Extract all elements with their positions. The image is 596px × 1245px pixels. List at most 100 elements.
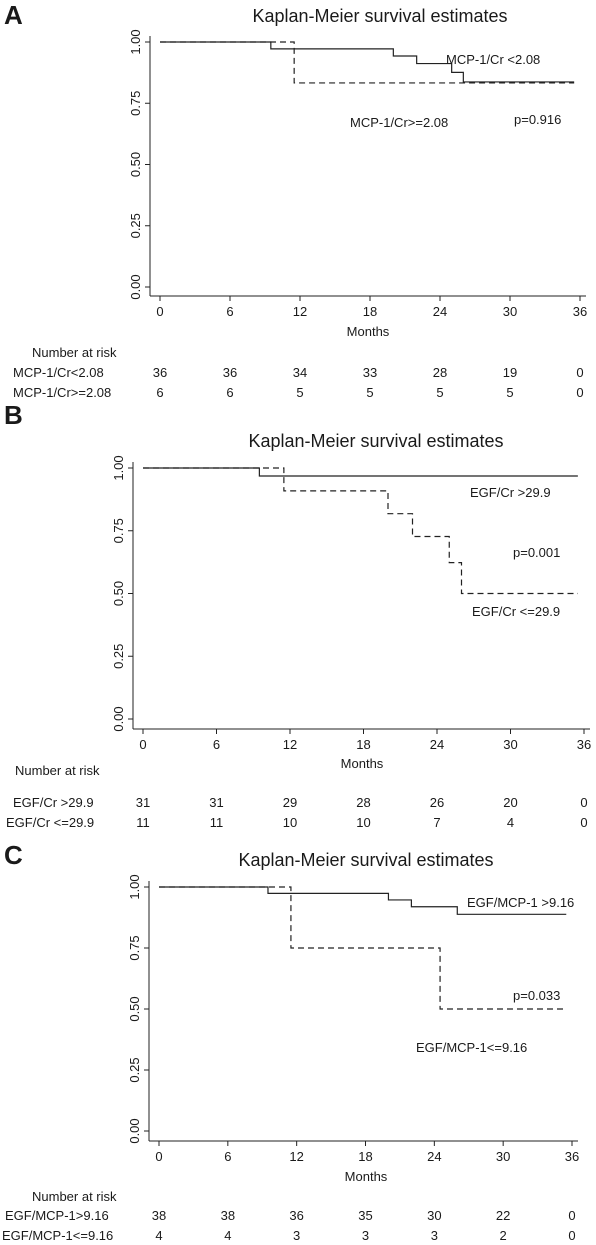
x-tick-label: 18 <box>363 304 377 319</box>
risk-value: 2 <box>500 1228 507 1243</box>
x-tick-label: 30 <box>503 737 517 752</box>
panel-c-curves <box>159 886 567 1010</box>
x-tick-label: 0 <box>156 304 163 319</box>
risk-value: 11 <box>136 815 150 830</box>
x-tick-label: 36 <box>573 304 587 319</box>
panel-c-pvalue: p=0.033 <box>513 988 560 1003</box>
panel-a-axes: 0 6 12 18 24 30 36 0.00 0.25 0.50 0.75 1.00 <box>128 29 587 319</box>
panel-b-risk-row-2-label: EGF/Cr <=29.9 <box>6 815 94 830</box>
panel-a-risk-values: 36 36 34 33 28 19 0 6 6 5 5 5 5 0 <box>153 365 584 400</box>
panel-a-pvalue: p=0.916 <box>514 112 561 127</box>
risk-value: 34 <box>293 365 307 380</box>
survival-curve-2 <box>160 41 575 84</box>
x-tick-label: 6 <box>224 1149 231 1164</box>
x-tick-label: 6 <box>226 304 233 319</box>
panel-c: C Kaplan-Meier survival estimates 0 6 12 18… <box>2 840 579 1243</box>
y-tick-label: 0.75 <box>127 935 142 960</box>
risk-value: 5 <box>436 385 443 400</box>
x-tick-label: 12 <box>283 737 297 752</box>
risk-value: 4 <box>155 1228 162 1243</box>
risk-value: 19 <box>503 365 517 380</box>
y-tick-label: 0.00 <box>127 1118 142 1143</box>
panel-b-curves <box>143 467 578 595</box>
risk-value: 4 <box>507 815 514 830</box>
x-tick-label: 24 <box>433 304 447 319</box>
risk-value: 36 <box>153 365 167 380</box>
risk-value: 28 <box>433 365 447 380</box>
risk-value: 30 <box>427 1208 441 1223</box>
y-tick-label: 0.75 <box>111 518 126 543</box>
y-tick-label: 1.00 <box>127 874 142 899</box>
risk-value: 36 <box>223 365 237 380</box>
y-tick-label: 1.00 <box>128 29 143 54</box>
risk-value: 5 <box>506 385 513 400</box>
y-tick-label: 0.75 <box>128 91 143 116</box>
panel-c-xlabel: Months <box>345 1169 388 1184</box>
risk-value: 0 <box>580 795 587 810</box>
panel-a-risk-row-1-label: MCP-1/Cr<2.08 <box>13 365 104 380</box>
risk-value: 33 <box>363 365 377 380</box>
risk-value: 22 <box>496 1208 510 1223</box>
y-tick-label: 0.00 <box>128 274 143 299</box>
risk-value: 3 <box>293 1228 300 1243</box>
panel-b-xlabel: Months <box>341 756 384 771</box>
x-tick-label: 0 <box>139 737 146 752</box>
y-tick-label: 0.25 <box>127 1057 142 1082</box>
x-tick-label: 12 <box>293 304 307 319</box>
x-tick-label: 30 <box>496 1149 510 1164</box>
risk-value: 36 <box>289 1208 303 1223</box>
risk-value: 3 <box>431 1228 438 1243</box>
survival-curve-1 <box>143 467 578 477</box>
y-tick-label: 0.25 <box>111 644 126 669</box>
x-tick-label: 36 <box>577 737 591 752</box>
panel-a-risk-header: Number at risk <box>32 345 117 360</box>
panel-b-risk-row-1-label: EGF/Cr >29.9 <box>13 795 94 810</box>
risk-value: 5 <box>296 385 303 400</box>
risk-value: 10 <box>356 815 370 830</box>
panel-a-xlabel: Months <box>347 324 390 339</box>
y-tick-label: 1.00 <box>111 455 126 480</box>
y-tick-label: 0.00 <box>111 706 126 731</box>
risk-value: 11 <box>210 815 224 830</box>
panel-c-risk-header: Number at risk <box>32 1189 117 1204</box>
survival-curve-2 <box>159 886 567 1010</box>
x-tick-label: 12 <box>289 1149 303 1164</box>
panel-c-letter: C <box>4 840 23 870</box>
panel-b-pvalue: p=0.001 <box>513 545 560 560</box>
panel-c-title: Kaplan-Meier survival estimates <box>238 850 493 870</box>
panel-b-label-series-1: EGF/Cr >29.9 <box>470 485 551 500</box>
y-tick-label: 0.50 <box>127 996 142 1021</box>
panel-c-label-series-2: EGF/MCP-1<=9.16 <box>416 1040 527 1055</box>
panel-b-risk-values: 31 31 29 28 26 20 0 11 11 10 10 7 4 0 <box>136 795 588 830</box>
risk-value: 38 <box>152 1208 166 1223</box>
panel-a: A Kaplan-Meier survival estimates 0 6 12 18… <box>4 0 587 400</box>
panel-c-risk-row-2-label: EGF/MCP-1<=9.16 <box>2 1228 113 1243</box>
panel-c-risk-values: 38 38 36 35 30 22 0 4 4 3 3 3 2 0 <box>152 1208 576 1243</box>
panel-a-label-series-1: MCP-1/Cr <2.08 <box>446 52 540 67</box>
panel-c-axes: 0 6 12 18 24 30 36 0.00 0.25 0.50 0.75 1.00 <box>127 874 579 1164</box>
risk-value: 31 <box>209 795 223 810</box>
risk-value: 7 <box>433 815 440 830</box>
survival-curve-1 <box>160 41 575 83</box>
x-tick-label: 0 <box>155 1149 162 1164</box>
panel-a-risk-row-2-label: MCP-1/Cr>=2.08 <box>13 385 111 400</box>
risk-value: 6 <box>156 385 163 400</box>
panel-b-letter: B <box>4 400 23 430</box>
x-tick-label: 24 <box>430 737 444 752</box>
panel-a-curves <box>160 41 575 84</box>
panel-a-title: Kaplan-Meier survival estimates <box>252 6 507 26</box>
risk-value: 6 <box>226 385 233 400</box>
risk-value: 38 <box>221 1208 235 1223</box>
y-tick-label: 0.25 <box>128 213 143 238</box>
x-tick-label: 18 <box>358 1149 372 1164</box>
risk-value: 0 <box>568 1208 575 1223</box>
survival-curve-1 <box>159 886 567 915</box>
x-tick-label: 18 <box>356 737 370 752</box>
x-tick-label: 30 <box>503 304 517 319</box>
x-tick-label: 36 <box>565 1149 579 1164</box>
risk-value: 0 <box>568 1228 575 1243</box>
risk-value: 5 <box>366 385 373 400</box>
panel-b-risk-header: Number at risk <box>15 763 100 778</box>
x-tick-label: 24 <box>427 1149 441 1164</box>
